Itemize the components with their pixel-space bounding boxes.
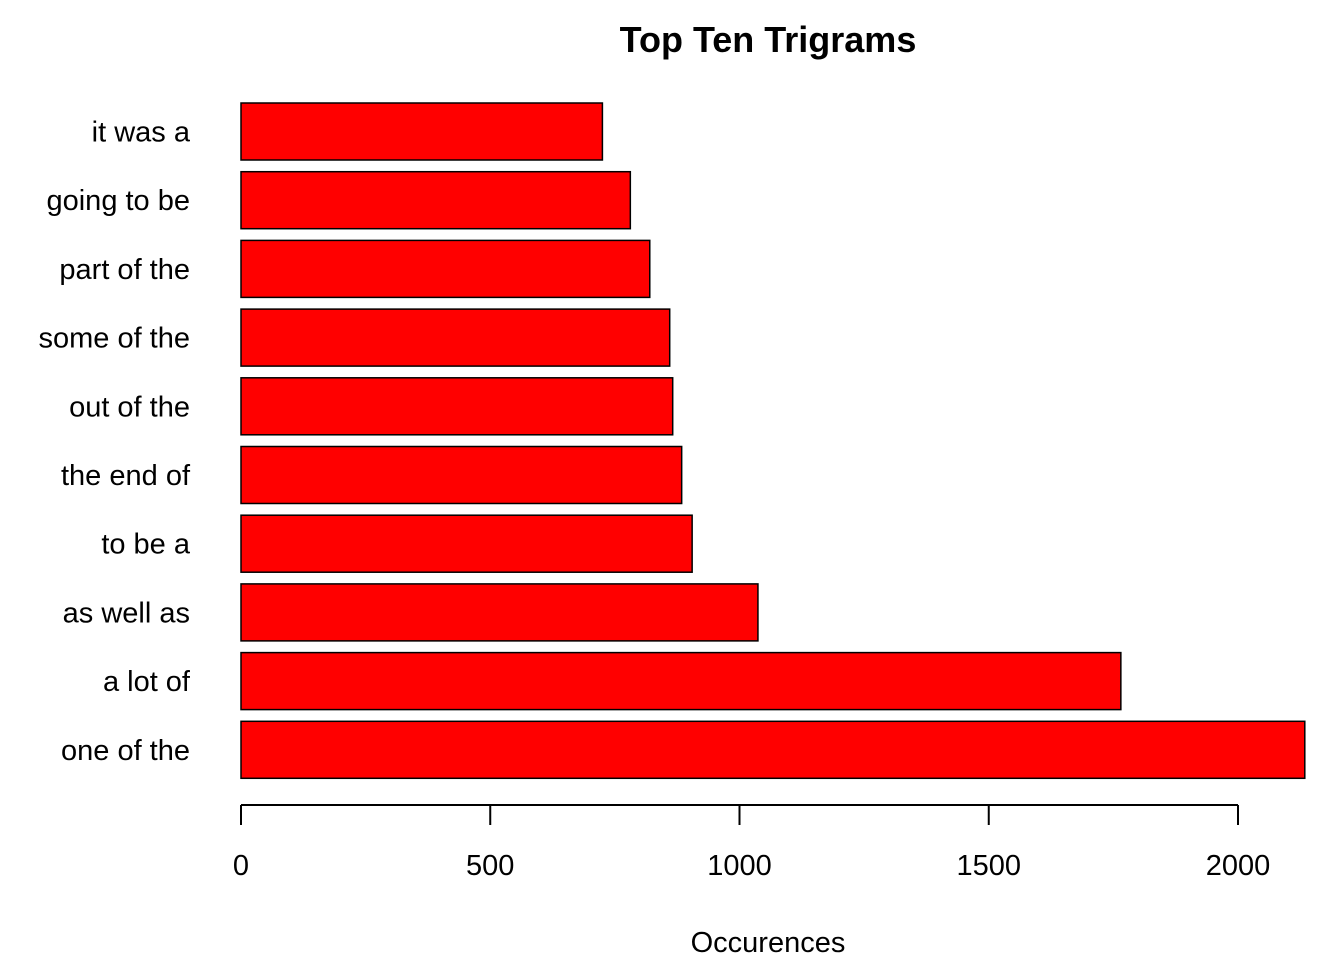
x-tick-label-1500: 1500 — [956, 850, 1021, 882]
x-axis-title: Occurences — [691, 927, 846, 959]
bar-to-be-a — [240, 514, 693, 573]
category-label-part-of-the: part of the — [59, 254, 190, 286]
category-label-as-well-as: as well as — [63, 597, 190, 629]
category-label-the-end-of: the end of — [61, 460, 191, 492]
category-label-one-of-the: one of the — [61, 735, 190, 767]
category-label-going-to-be: going to be — [46, 185, 190, 217]
category-label-it-was-a: it was a — [92, 117, 191, 149]
x-axis: 0 500 1000 1500 2000 — [233, 804, 1271, 882]
category-label-some-of-the: some of the — [38, 323, 190, 355]
bar-the-end-of — [240, 445, 683, 505]
category-label-a-lot-of: a lot of — [103, 666, 191, 698]
category-labels-group: it was a going to be part of the some of th… — [38, 117, 190, 767]
bar-some-of-the — [240, 308, 671, 367]
bar-out-of-the — [240, 377, 674, 436]
x-tick-label-1000: 1000 — [707, 850, 772, 882]
bar-a-lot-of — [240, 651, 1122, 711]
chart-title: Top Ten Trigrams — [620, 19, 917, 60]
bar-going-to-be — [240, 170, 632, 230]
bar-one-of-the — [240, 720, 1306, 780]
bar-part-of-the — [240, 239, 651, 299]
x-tick-label-500: 500 — [466, 850, 514, 882]
x-tick-label-0: 0 — [233, 850, 249, 882]
category-label-out-of-the: out of the — [69, 391, 190, 423]
category-label-to-be-a: to be a — [101, 529, 191, 561]
bar-as-well-as — [240, 583, 759, 642]
bars-group — [240, 102, 1306, 780]
bar-it-was-a — [240, 102, 604, 161]
x-tick-label-2000: 2000 — [1206, 850, 1271, 882]
